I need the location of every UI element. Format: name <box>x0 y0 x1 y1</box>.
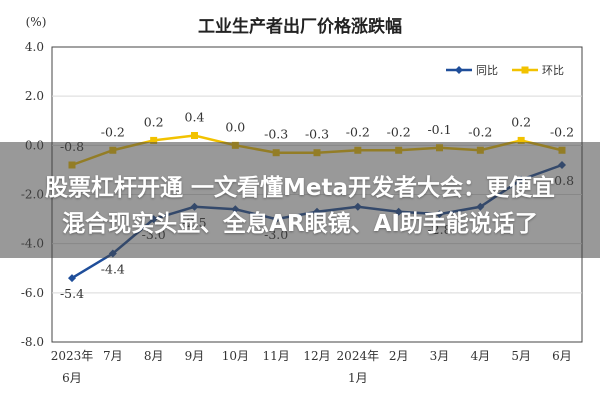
headline-line-2: 混合现实头显、全息AR眼镜、AI助手能说话了 <box>62 211 538 237</box>
x-tick-label: 6月 <box>62 371 82 385</box>
legend-label: 环比 <box>542 64 564 77</box>
data-point <box>191 132 198 139</box>
x-tick-label: 12月 <box>303 349 330 363</box>
data-label: 0.0 <box>225 119 245 134</box>
x-tick-label: 4月 <box>471 349 491 363</box>
data-label: -5.4 <box>60 286 84 301</box>
data-label: -0.2 <box>101 124 125 139</box>
x-tick-label: 3月 <box>430 349 450 363</box>
x-tick-label: 5月 <box>511 349 531 363</box>
x-tick-label: 1月 <box>348 371 368 385</box>
data-point <box>68 274 76 283</box>
x-tick-label: 2月 <box>389 349 409 363</box>
data-label: -0.2 <box>346 124 370 139</box>
x-tick-label: 10月 <box>222 349 249 363</box>
data-label: -4.4 <box>101 262 125 277</box>
y-tick-label: 2.0 <box>25 89 44 103</box>
x-tick-label: 6月 <box>552 349 572 363</box>
data-point <box>517 136 525 144</box>
headline-overlay <box>0 142 600 258</box>
x-tick-label: 11月 <box>263 349 290 363</box>
x-tick-label: 8月 <box>144 349 164 363</box>
legend-label: 同比 <box>476 64 498 77</box>
y-tick-label: -8.0 <box>21 335 44 349</box>
x-tick-label: 2023年 <box>51 349 94 363</box>
y-tick-label: 4.0 <box>25 40 44 54</box>
data-label: -0.1 <box>427 122 451 137</box>
headline-banner[interactable]: 股票杠杆开通 一文看懂Meta开发者大会：更便宜 混合现实头显、全息AR眼镜、A… <box>0 170 600 242</box>
data-label: -0.2 <box>468 124 492 139</box>
data-label: -0.3 <box>305 127 329 142</box>
legend-marker <box>521 66 529 74</box>
data-label: -0.3 <box>264 127 288 142</box>
x-tick-label: 7月 <box>103 349 123 363</box>
legend-marker <box>455 66 463 74</box>
x-tick-label: 2024年 <box>337 349 380 363</box>
x-tick-label: 9月 <box>185 349 205 363</box>
data-label: -0.2 <box>550 124 574 139</box>
y-axis-unit: (%) <box>26 15 47 29</box>
y-tick-label: -6.0 <box>21 286 44 300</box>
data-point <box>150 136 158 144</box>
headline-line-1: 股票杠杆开通 一文看懂Meta开发者大会：更便宜 <box>44 175 555 201</box>
data-label: 0.4 <box>185 110 205 125</box>
data-label: -0.2 <box>387 124 411 139</box>
chart-title: 工业生产者出厂价格涨跌幅 <box>198 16 402 37</box>
data-label: 0.2 <box>511 114 531 129</box>
data-label: 0.2 <box>144 114 164 129</box>
